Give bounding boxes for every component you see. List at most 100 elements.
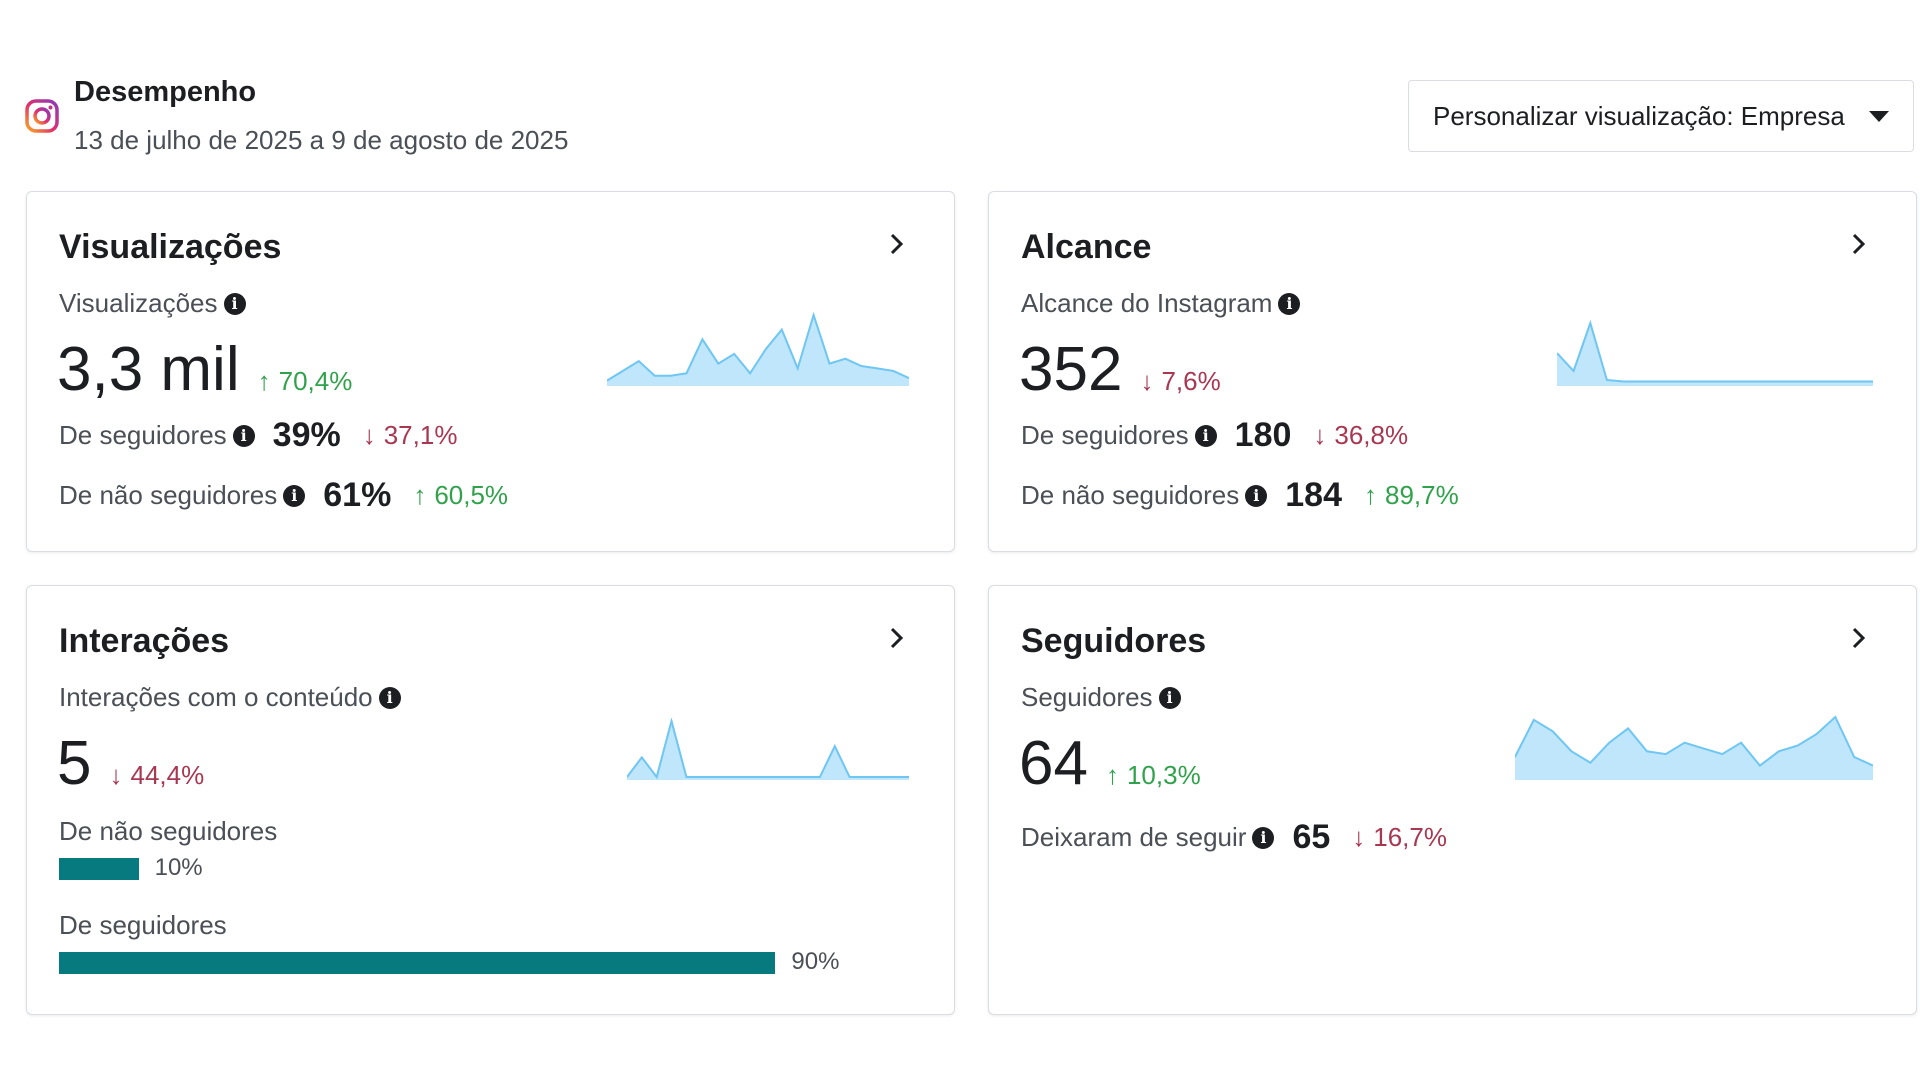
unfollows-label: Deixaram de seguir (1021, 822, 1247, 852)
performance-header: Desempenho 13 de julho de 2025 a 9 de ag… (24, 74, 1914, 164)
followers-delta: ↑ 10,3% (1106, 760, 1201, 791)
reach-followers-delta: ↓ 36,8% (1313, 420, 1408, 451)
reach-card: Alcance Alcance do Instagram i 352 ↓ 7,6… (988, 191, 1917, 552)
chevron-right-icon[interactable] (882, 230, 910, 258)
views-subtitle: Visualizações i (59, 288, 246, 319)
arrow-down-icon: ↓ (1140, 366, 1154, 396)
arrow-down-icon: ↓ (362, 420, 376, 450)
info-icon[interactable]: i (1158, 686, 1181, 709)
followers-sparkline (1515, 715, 1873, 780)
interactions-nonfollowers-bar-fill (59, 858, 139, 880)
info-icon[interactable]: i (1194, 424, 1217, 447)
reach-nonfollowers-delta: ↑ 89,7% (1364, 480, 1459, 511)
followers-delta-value: 10,3% (1126, 760, 1201, 790)
interactions-followers-label: De seguidores (59, 910, 227, 940)
caret-down-icon (1869, 110, 1889, 122)
instagram-icon (25, 99, 59, 133)
sparkline-area (627, 721, 909, 780)
views-card: Visualizações Visualizações i 3,3 mil ↑ … (26, 191, 955, 552)
interactions-sparkline (627, 718, 909, 780)
views-followers-delta: ↓ 37,1% (363, 420, 458, 451)
interactions-subtitle-label: Interações com o conteúdo (59, 682, 373, 712)
views-subtitle-label: Visualizações (59, 288, 218, 318)
reach-metric: 352 ↓ 7,6% (1019, 330, 1221, 410)
sparkline-line (627, 718, 909, 780)
reach-value: 352 (1019, 335, 1123, 404)
followers-subtitle-label: Seguidores (1021, 682, 1153, 712)
customize-view-label: Personalizar visualização: Empresa (1433, 100, 1845, 131)
arrow-down-icon: ↓ (109, 760, 123, 790)
reach-nonfollowers-label: De não seguidores (1021, 480, 1240, 510)
reach-followers-value: 180 (1234, 416, 1292, 454)
interactions-delta: ↓ 44,4% (109, 760, 204, 791)
views-followers-label: De seguidores (59, 420, 227, 450)
views-value: 3,3 mil (57, 335, 240, 404)
interactions-followers-bar-fill (59, 952, 776, 974)
reach-subtitle-label: Alcance do Instagram (1021, 288, 1273, 318)
interactions-nonfollowers-bar (59, 858, 855, 880)
info-icon[interactable]: i (1278, 292, 1301, 315)
views-nonfollowers-delta-value: 60,5% (434, 480, 509, 510)
views-followers-value: 39% (272, 416, 341, 454)
views-metric: 3,3 mil ↑ 70,4% (57, 330, 352, 410)
followers-metric: 64 ↑ 10,3% (1019, 724, 1201, 804)
unfollows-row: Deixaram de seguir i 65 ↓ 16,7% (1021, 818, 1447, 857)
views-nonfollowers-value: 61% (323, 476, 392, 514)
interactions-nonfollowers-label: De não seguidores (59, 816, 278, 846)
views-delta-value: 70,4% (278, 366, 353, 396)
reach-followers-row: De seguidores i 180 ↓ 36,8% (1021, 416, 1408, 455)
interactions-metric: 5 ↓ 44,4% (57, 724, 204, 804)
reach-nonfollowers-value: 184 (1285, 476, 1342, 514)
reach-nonfollowers-delta-value: 89,7% (1385, 480, 1459, 510)
info-icon[interactable]: i (223, 292, 246, 315)
interactions-delta-value: 44,4% (130, 760, 205, 790)
info-icon[interactable]: i (232, 424, 255, 447)
interactions-followers-pct: 90% (791, 948, 840, 975)
sparkline-area (1515, 717, 1873, 780)
views-nonfollowers-row: De não seguidores i 61% ↑ 60,5% (59, 476, 508, 515)
chevron-right-icon[interactable] (1844, 624, 1872, 652)
interactions-card: Interações Interações com o conteúdo i 5… (26, 585, 955, 1015)
interactions-followers-bar (59, 952, 855, 974)
sparkline-area (607, 315, 909, 386)
views-nonfollowers-label: De não seguidores (59, 480, 278, 510)
followers-subtitle: Seguidores i (1021, 682, 1181, 713)
sparkline-line (1557, 320, 1873, 383)
reach-followers-label: De seguidores (1021, 420, 1189, 450)
info-icon[interactable]: i (1245, 484, 1268, 507)
reach-delta-value: 7,6% (1161, 366, 1221, 396)
info-icon[interactable]: i (378, 686, 401, 709)
sparkline-area (1557, 323, 1873, 386)
followers-card: Seguidores Seguidores i 64 ↑ 10,3% Deixa… (988, 585, 1917, 1015)
chevron-right-icon[interactable] (1844, 230, 1872, 258)
interactions-subtitle: Interações com o conteúdo i (59, 682, 401, 713)
unfollows-delta: ↓ 16,7% (1352, 822, 1447, 853)
views-nonfollowers-delta: ↑ 60,5% (413, 480, 508, 511)
date-range: 13 de julho de 2025 a 9 de agosto de 202… (74, 125, 569, 155)
unfollows-value: 65 (1292, 818, 1331, 856)
reach-card-title: Alcance (1021, 228, 1152, 266)
arrow-up-icon: ↑ (413, 480, 427, 510)
interactions-value: 5 (57, 729, 92, 798)
customize-view-dropdown[interactable]: Personalizar visualização: Empresa (1408, 80, 1914, 152)
arrow-up-icon: ↑ (1105, 760, 1119, 790)
unfollows-delta-value: 16,7% (1373, 822, 1447, 852)
reach-delta: ↓ 7,6% (1140, 366, 1220, 397)
reach-sparkline (1557, 320, 1873, 386)
arrow-up-icon: ↑ (257, 366, 271, 396)
reach-subtitle: Alcance do Instagram i (1021, 288, 1301, 319)
views-sparkline (607, 312, 909, 386)
info-icon[interactable]: i (283, 484, 306, 507)
chevron-right-icon[interactable] (882, 624, 910, 652)
arrow-up-icon: ↑ (1364, 480, 1377, 510)
arrow-down-icon: ↓ (1313, 420, 1327, 450)
followers-card-title: Seguidores (1021, 622, 1207, 660)
page-title: Desempenho (74, 76, 257, 108)
views-followers-row: De seguidores i 39% ↓ 37,1% (59, 416, 457, 455)
followers-value: 64 (1019, 729, 1088, 798)
info-icon[interactable]: i (1252, 826, 1275, 849)
sparkline-line (1515, 715, 1873, 767)
reach-nonfollowers-row: De não seguidores i 184 ↑ 89,7% (1021, 476, 1459, 515)
interactions-card-title: Interações (59, 622, 230, 660)
arrow-down-icon: ↓ (1352, 822, 1366, 852)
